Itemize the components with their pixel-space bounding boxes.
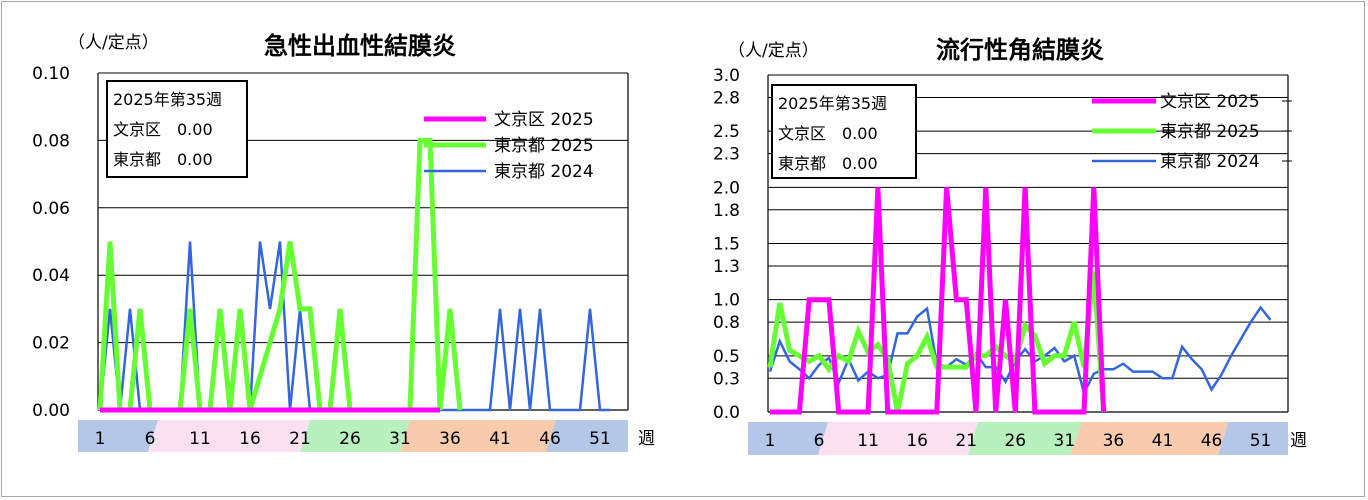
y-unit-label: （人/定点） xyxy=(68,33,159,53)
y-tick-label: 0.08 xyxy=(32,131,70,151)
week-band xyxy=(1218,422,1288,455)
y-tick-label: 2.3 xyxy=(713,145,740,165)
legend-label: 東京都 2024 xyxy=(1160,152,1260,172)
y-tick-label: 0.5 xyxy=(713,347,740,367)
y-tick-label: 1.8 xyxy=(713,201,740,221)
y-tick-label: 2.5 xyxy=(713,122,740,142)
x-tick-label: 16 xyxy=(239,429,261,449)
x-tick-label: 26 xyxy=(339,429,361,449)
info-box-line: 文京区 0.00 xyxy=(113,120,213,139)
y-tick-label: 0.8 xyxy=(713,313,740,333)
x-tick-label: 41 xyxy=(489,429,511,449)
week-band xyxy=(968,422,1082,455)
x-unit-label: 週 xyxy=(638,429,655,449)
series-line xyxy=(98,241,610,412)
x-unit-label: 週 xyxy=(1290,431,1307,451)
chart-title: 急性出血性結膜炎 xyxy=(264,32,456,60)
x-tick-label: 21 xyxy=(955,431,977,451)
chart-title: 流行性角結膜炎 xyxy=(936,36,1104,64)
week-band xyxy=(400,420,556,452)
week-band xyxy=(78,420,158,452)
x-tick-label: 6 xyxy=(145,429,156,449)
y-tick-label: 0.3 xyxy=(713,369,740,389)
info-box-line: 2025年第35週 xyxy=(778,94,887,113)
week-band xyxy=(546,420,628,452)
chart-acute-hemorrhagic-conjunctivitis: （人/定点） 急性出血性結膜炎 0.00 0.02 0.04 0.06 0.08 0.10… xyxy=(32,32,655,452)
y-unit-label: （人/定点） xyxy=(728,41,819,61)
x-tick-label: 11 xyxy=(857,431,879,451)
series-line xyxy=(770,187,1107,415)
y-tick-label: 0.00 xyxy=(32,401,70,421)
week-band xyxy=(300,420,410,452)
y-tick-label: 0.04 xyxy=(32,266,70,286)
y-tick-label: 2.0 xyxy=(713,178,740,198)
y-tick-label: 1.5 xyxy=(713,235,740,255)
x-tick-label: 21 xyxy=(289,429,311,449)
x-tick-label: 6 xyxy=(814,431,825,451)
info-box-line: 東京都 0.00 xyxy=(113,150,213,169)
y-tick-label: 0.10 xyxy=(32,64,70,84)
x-tick-label: 36 xyxy=(1103,431,1125,451)
week-band xyxy=(148,420,310,452)
week-band xyxy=(1070,422,1228,455)
x-tick-label: 1 xyxy=(765,431,776,451)
y-tick-label: 0.06 xyxy=(32,199,70,219)
legend-label: 東京都 2025 xyxy=(1160,122,1260,142)
y-tick-label: 2.8 xyxy=(713,88,740,108)
y-tick-label: 1.0 xyxy=(713,291,740,311)
y-tick-label: 0.02 xyxy=(32,334,70,354)
legend-label: 東京都 2024 xyxy=(494,162,594,182)
x-tick-label: 16 xyxy=(906,431,928,451)
x-tick-label: 51 xyxy=(1250,431,1272,451)
week-band xyxy=(818,422,978,455)
y-tick-label: 0.0 xyxy=(713,403,740,423)
legend-label: 文京区 2025 xyxy=(1160,92,1260,112)
x-tick-label: 46 xyxy=(1201,431,1223,451)
x-tick-label: 26 xyxy=(1004,431,1026,451)
info-box-line: 文京区 0.00 xyxy=(778,124,878,143)
x-tick-label: 1 xyxy=(95,429,106,449)
x-tick-label: 36 xyxy=(439,429,461,449)
y-tick-label: 1.3 xyxy=(713,257,740,277)
legend-label: 東京都 2025 xyxy=(494,136,594,156)
info-box-line: 東京都 0.00 xyxy=(778,154,878,173)
x-tick-label: 41 xyxy=(1152,431,1174,451)
info-box-line: 2025年第35週 xyxy=(113,90,222,109)
y-tick-label: 3.0 xyxy=(713,66,740,86)
week-band xyxy=(748,422,828,455)
chart-epidemic-keratoconjunctivitis: （人/定点） 流行性角結膜炎 0.0 0.30.5 0.81.0 1.31.5 1.8 2… xyxy=(713,36,1307,455)
info-box xyxy=(771,84,917,179)
x-tick-label: 31 xyxy=(1054,431,1076,451)
x-tick-label: 51 xyxy=(589,429,611,449)
legend-label: 文京区 2025 xyxy=(494,110,594,130)
info-box xyxy=(106,80,248,178)
x-tick-label: 46 xyxy=(539,429,561,449)
x-tick-label: 11 xyxy=(189,429,211,449)
x-tick-label: 31 xyxy=(389,429,411,449)
